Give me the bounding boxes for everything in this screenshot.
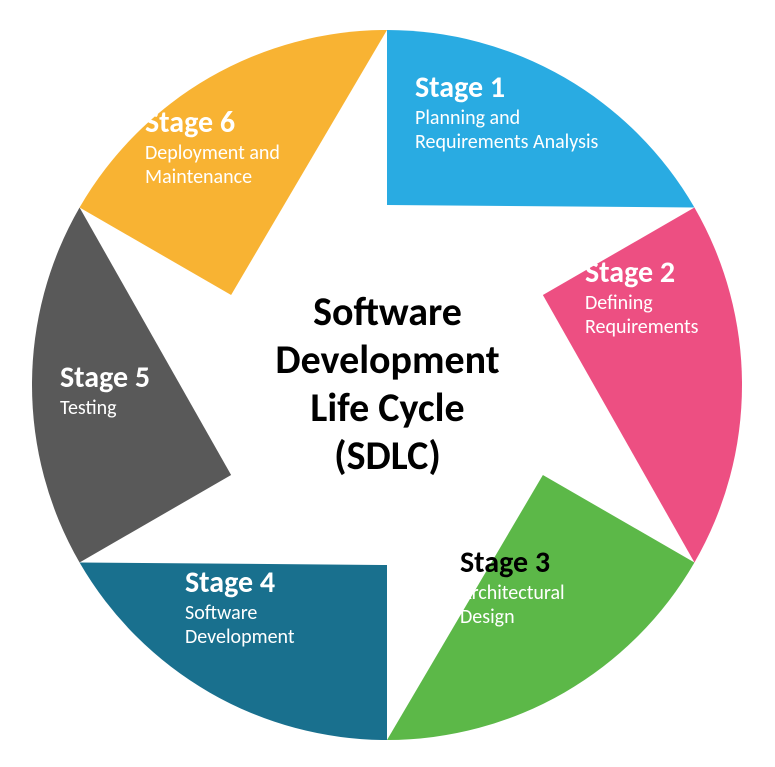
segment-label-2: Stage 2DefiningRequirements bbox=[585, 255, 699, 339]
stage-desc1-4: Software bbox=[185, 601, 295, 625]
segment-label-3: Stage 3ArchitecturalDesign bbox=[460, 545, 565, 629]
stage-desc1-2: Defining bbox=[585, 291, 699, 315]
stage-desc2-4: Development bbox=[185, 625, 295, 649]
stage-desc2-2: Requirements bbox=[585, 315, 699, 339]
stage-title-6: Stage 6 bbox=[145, 105, 280, 141]
center-title: Software Development Life Cycle (SDLC) bbox=[275, 288, 499, 480]
center-line2: Development bbox=[275, 335, 499, 384]
center-line3: Life Cycle bbox=[310, 383, 464, 432]
stage-desc2-1: Requirements Analysis bbox=[415, 130, 598, 154]
segment-label-6: Stage 6Deployment andMaintenance bbox=[145, 105, 280, 189]
stage-desc1-5: Testing bbox=[60, 396, 150, 420]
stage-title-2: Stage 2 bbox=[585, 255, 699, 291]
center-line1: Software bbox=[313, 287, 462, 336]
segment-label-4: Stage 4SoftwareDevelopment bbox=[185, 565, 295, 649]
segment-label-5: Stage 5Testing bbox=[60, 360, 150, 420]
stage-desc2-3: Design bbox=[460, 605, 565, 629]
stage-title-4: Stage 4 bbox=[185, 565, 295, 601]
stage-title-3: Stage 3 bbox=[460, 545, 565, 581]
sdlc-diagram: Software Development Life Cycle (SDLC) S… bbox=[0, 0, 775, 767]
stage-title-5: Stage 5 bbox=[60, 360, 150, 396]
stage-desc2-6: Maintenance bbox=[145, 165, 280, 189]
segment-label-1: Stage 1Planning andRequirements Analysis bbox=[415, 70, 598, 154]
stage-desc1-1: Planning and bbox=[415, 106, 598, 130]
stage-title-1: Stage 1 bbox=[415, 70, 598, 106]
center-line4: (SDLC) bbox=[334, 431, 441, 480]
stage-desc1-6: Deployment and bbox=[145, 141, 280, 165]
stage-desc1-3: Architectural bbox=[460, 581, 565, 605]
